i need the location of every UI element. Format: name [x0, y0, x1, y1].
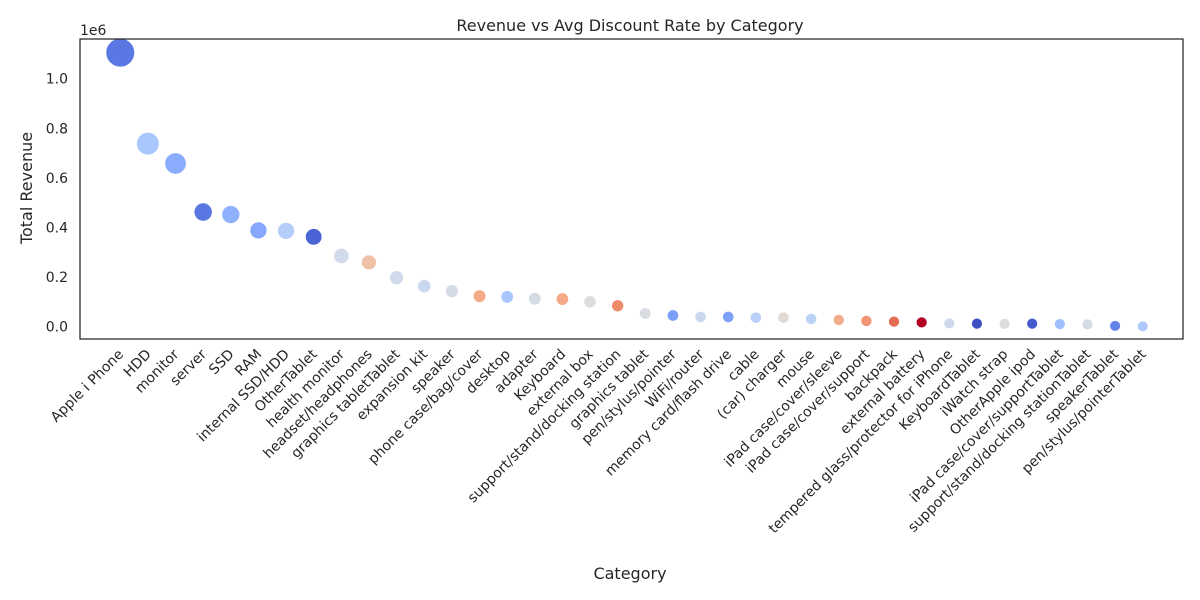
- data-point: [832, 313, 845, 327]
- data-point: [777, 311, 790, 324]
- data-point: [610, 299, 625, 313]
- data-point: [221, 204, 241, 225]
- data-point: [694, 310, 707, 324]
- data-point: [1081, 318, 1094, 331]
- data-point: [444, 283, 460, 299]
- y-tick-label: 0.2: [46, 270, 68, 286]
- data-point: [1109, 319, 1122, 332]
- data-point: [249, 221, 268, 240]
- data-point: [970, 317, 984, 330]
- plot-area-frame: [79, 38, 1184, 340]
- x-tick-label: Apple i Phone: [48, 347, 127, 426]
- y-axis-ticks: 0.0 0.2 0.4 0.6 0.8 1.0: [46, 72, 68, 336]
- data-point: [105, 37, 136, 68]
- data-point: [638, 307, 652, 320]
- data-point: [304, 227, 323, 246]
- data-point: [721, 310, 735, 324]
- data-point: [500, 289, 515, 304]
- data-point: [527, 291, 542, 306]
- data-point: [333, 247, 350, 265]
- data-point: [389, 270, 405, 286]
- data-point: [472, 289, 487, 304]
- data-point: [749, 311, 763, 324]
- data-point: [555, 292, 570, 306]
- data-point: [360, 254, 378, 271]
- data-point: [887, 315, 901, 328]
- y-tick-label: 0.8: [46, 121, 68, 137]
- data-point: [135, 131, 160, 156]
- data-point: [943, 317, 956, 330]
- data-point: [416, 278, 432, 294]
- x-axis-ticks: Apple i PhoneHDDmonitorserverSSDRAMinter…: [48, 346, 1150, 537]
- y-axis-offset-label: 1e6: [80, 23, 107, 39]
- data-point: [915, 316, 928, 329]
- y-tick-label: 1.0: [46, 72, 68, 88]
- data-point: [1136, 320, 1149, 333]
- x-axis-label: Category: [593, 564, 666, 583]
- y-tick-label: 0.0: [46, 320, 68, 336]
- data-point: [583, 294, 597, 309]
- data-point: [860, 314, 873, 328]
- data-point: [164, 152, 187, 175]
- data-point: [804, 312, 818, 326]
- x-tick-label: SSD: [206, 347, 238, 379]
- data-point: [1026, 317, 1039, 330]
- data-points: [105, 37, 1149, 333]
- data-point: [998, 317, 1011, 330]
- data-point: [1053, 318, 1066, 331]
- data-point: [276, 221, 296, 241]
- y-tick-label: 0.4: [46, 220, 68, 236]
- y-tick-label: 0.6: [46, 171, 68, 187]
- data-point: [193, 202, 213, 222]
- y-axis-label: Total Revenue: [17, 132, 36, 245]
- data-point: [666, 309, 680, 322]
- chart-title: Revenue vs Avg Discount Rate by Category: [456, 16, 803, 35]
